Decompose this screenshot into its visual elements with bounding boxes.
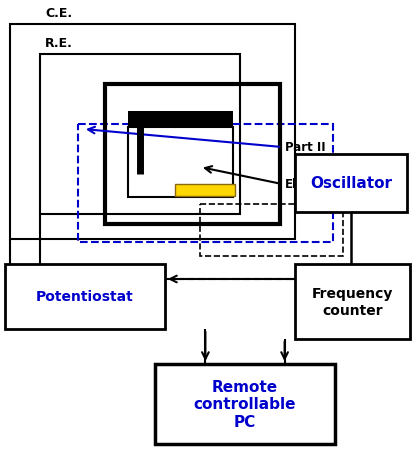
Bar <box>40 55 240 214</box>
Bar <box>175 185 235 196</box>
Text: W.E.: W.E. <box>310 187 338 196</box>
Bar <box>105 85 280 224</box>
Bar <box>295 264 410 339</box>
Bar <box>78 125 333 242</box>
Text: Frequency
counter: Frequency counter <box>312 287 393 317</box>
Bar <box>128 112 233 128</box>
Text: Remote
controllable
PC: Remote controllable PC <box>194 379 296 429</box>
Text: Electrolyte: Electrolyte <box>285 178 357 191</box>
Text: R.E.: R.E. <box>45 37 73 50</box>
Text: Oscillator: Oscillator <box>310 176 392 191</box>
Text: Part II: Part II <box>285 141 326 154</box>
Bar <box>155 364 335 444</box>
Bar <box>5 264 165 329</box>
Text: C.E.: C.E. <box>45 7 72 20</box>
Bar <box>200 205 343 257</box>
Bar <box>295 155 407 213</box>
Bar <box>10 25 295 240</box>
Text: Potentiostat: Potentiostat <box>36 290 134 304</box>
Bar <box>128 128 233 197</box>
